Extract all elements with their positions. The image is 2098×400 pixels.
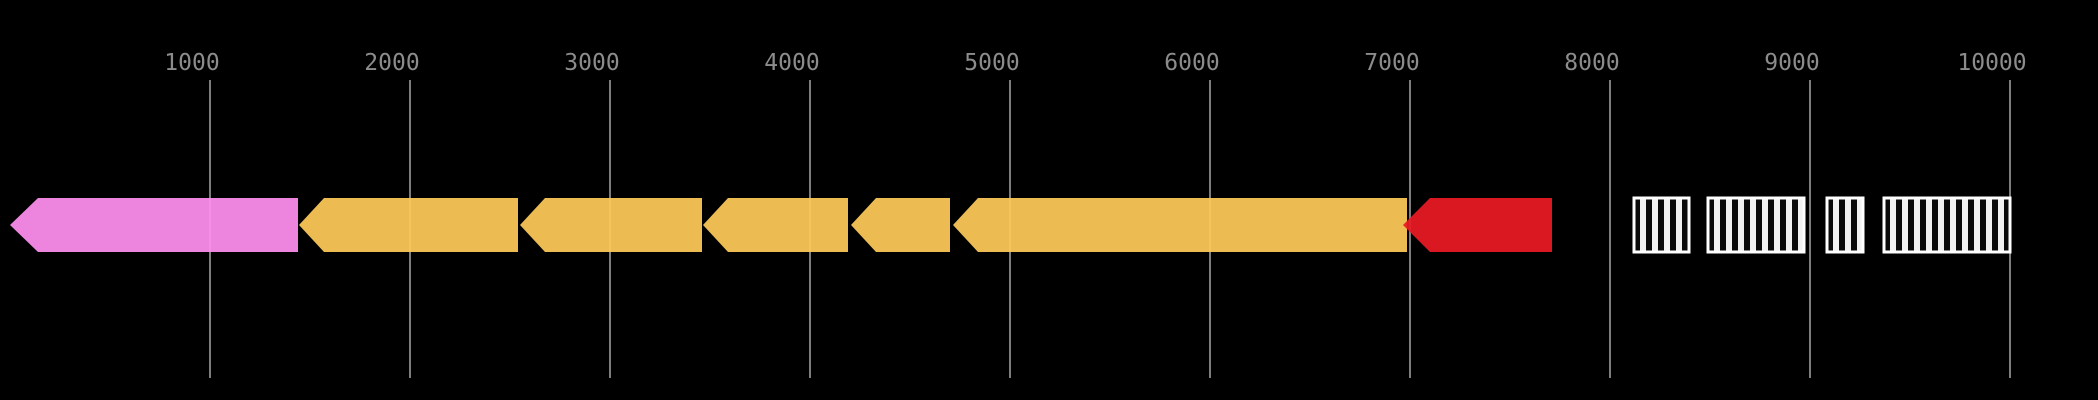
axis-tick-label: 2000 xyxy=(364,50,419,76)
hatch-stripe xyxy=(1768,198,1774,252)
striped-box-border xyxy=(1825,196,1865,254)
axis-tick-label: 7000 xyxy=(1364,50,1419,76)
hatch-stripe xyxy=(1732,198,1738,252)
axis-tick-label: 1000 xyxy=(164,50,219,76)
hatch-stripe xyxy=(1634,198,1640,252)
striped-box-border xyxy=(1882,196,2012,254)
hatch-stripe xyxy=(1980,198,1986,252)
feature-yellow-arrow-4 xyxy=(851,198,950,252)
feature-hatched-box-4 xyxy=(1882,196,2012,254)
hatch-stripe xyxy=(1682,198,1688,252)
hatch-stripe xyxy=(1646,198,1652,252)
hatch-stripe xyxy=(1658,198,1664,252)
hatch-stripe xyxy=(1920,198,1926,252)
feature-yellow-arrow-5 xyxy=(953,198,1407,252)
hatch-stripe xyxy=(1720,198,1726,252)
hatch-stripe xyxy=(1839,198,1845,252)
hatch-stripe xyxy=(1744,198,1750,252)
feature-yellow-arrow-3 xyxy=(703,198,848,252)
hatch-stripe xyxy=(1932,198,1938,252)
hatch-stripe xyxy=(1780,198,1786,252)
feature-red-arrow xyxy=(1403,198,1552,252)
striped-box-border xyxy=(1632,196,1691,254)
hatch-stripe xyxy=(1708,198,1714,252)
feature-pink-arrow xyxy=(10,198,298,252)
axis-tick-label: 9000 xyxy=(1764,50,1819,76)
feature-hatched-box-2 xyxy=(1706,196,1806,254)
feature-yellow-arrow-2 xyxy=(520,198,702,252)
hatch-stripe xyxy=(1756,198,1762,252)
striped-box-border xyxy=(1706,196,1806,254)
hatch-stripe xyxy=(1956,198,1962,252)
axis-tick-label: 4000 xyxy=(764,50,819,76)
feature-yellow-arrow-1 xyxy=(299,198,518,252)
hatch-stripe xyxy=(1968,198,1974,252)
hatch-stripe xyxy=(1896,198,1902,252)
axis-tick-label: 8000 xyxy=(1564,50,1619,76)
axis-tick-label: 10000 xyxy=(1957,50,2026,76)
hatch-stripe xyxy=(1792,198,1798,252)
hatch-stripe xyxy=(1944,198,1950,252)
hatch-stripe xyxy=(1851,198,1857,252)
hatch-stripe xyxy=(1908,198,1914,252)
feature-hatched-box-1 xyxy=(1632,196,1691,254)
axis-tick-label: 5000 xyxy=(964,50,1019,76)
axis-tick-label: 3000 xyxy=(564,50,619,76)
hatch-stripe xyxy=(1670,198,1676,252)
hatch-stripe xyxy=(1884,198,1890,252)
hatch-stripe xyxy=(1992,198,1998,252)
features xyxy=(10,196,2012,254)
hatch-stripe xyxy=(2004,198,2010,252)
hatch-stripe xyxy=(1827,198,1833,252)
feature-hatched-box-3 xyxy=(1825,196,1865,254)
axis-tick-label: 6000 xyxy=(1164,50,1219,76)
